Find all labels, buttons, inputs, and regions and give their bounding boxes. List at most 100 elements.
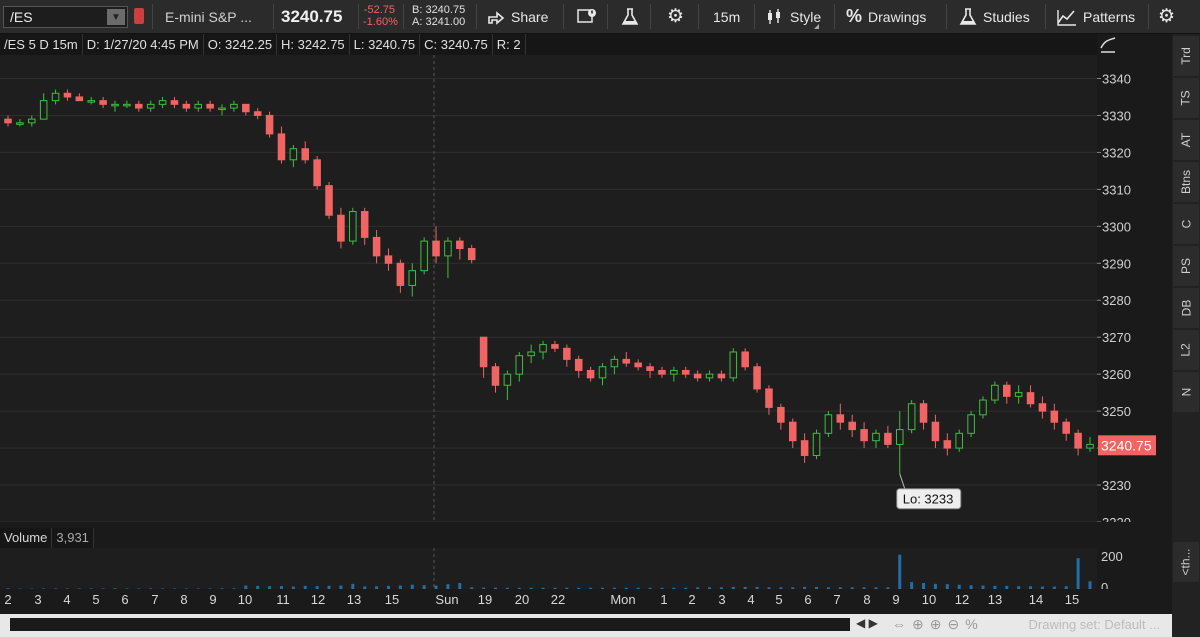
flag-icon[interactable] — [134, 8, 144, 24]
patterns-button[interactable]: Patterns — [1057, 0, 1135, 33]
candle — [1002, 381, 1011, 404]
alert-button[interactable] — [577, 0, 597, 33]
settings-button[interactable]: ⚙ — [667, 0, 684, 33]
chevron-down-icon[interactable]: ▼ — [107, 9, 125, 25]
candle — [848, 414, 856, 437]
price-chart[interactable]: Lo: 3233 — [0, 55, 1097, 523]
ask-price: A: 3241.00 — [412, 16, 466, 28]
drawing-set-label[interactable]: Drawing set: Default ... — [1028, 617, 1161, 632]
side-tab-ts[interactable]: TS — [1173, 78, 1199, 118]
candle — [646, 363, 654, 378]
zoom-out-icon[interactable]: ⊖ — [947, 616, 966, 632]
candle — [123, 100, 131, 109]
scrollbar-thumb[interactable] — [10, 618, 850, 631]
volume-bar — [731, 586, 735, 589]
candle — [206, 100, 214, 112]
candle — [456, 237, 464, 260]
volume-chart[interactable] — [0, 548, 1097, 589]
x-tick-label: Sun — [435, 592, 459, 607]
side-tab-label: C — [1178, 219, 1193, 229]
volume-bar — [767, 587, 771, 589]
y-tick-label: 3340 — [1102, 71, 1131, 86]
candle — [824, 411, 833, 437]
symbol-input[interactable]: /ES — [10, 9, 33, 25]
side-tab-more[interactable]: <th... — [1173, 542, 1199, 582]
volume-bar — [743, 586, 747, 589]
x-tick-label: 2 — [688, 592, 696, 607]
side-tab-db[interactable]: DB — [1173, 288, 1199, 328]
symbol-selector[interactable]: /ES ▼ — [3, 6, 128, 28]
drawings-button[interactable]: % Drawings — [846, 0, 926, 33]
volume-bar — [826, 587, 830, 589]
candle — [753, 363, 761, 393]
volume-bar — [482, 587, 486, 589]
candle — [51, 89, 60, 105]
divider — [358, 4, 359, 29]
volume-bar — [410, 584, 414, 589]
side-tab-btns[interactable]: Btns — [1173, 162, 1199, 202]
volume-bar — [279, 586, 283, 589]
percent-icon[interactable]: % — [965, 616, 984, 632]
volume-bar — [981, 585, 985, 589]
side-tab-ps[interactable]: PS — [1173, 246, 1199, 286]
scroll-arrows[interactable]: ◀ ▶ — [856, 616, 878, 630]
x-tick-label: 11 — [276, 592, 290, 607]
side-tab-label: Btns — [1178, 169, 1193, 195]
pan-icon[interactable]: ⇔ — [892, 616, 912, 632]
main-toolbar: /ES ▼ E-mini S&P ... 3240.75 -52.75 -1.6… — [0, 0, 1200, 34]
candle — [218, 104, 226, 116]
candle — [515, 351, 524, 382]
settings-gear-button[interactable]: ⚙ — [1158, 0, 1175, 33]
volume-label[interactable]: Volume — [0, 528, 53, 548]
studies-label: Studies — [983, 8, 1030, 25]
side-tab-trd[interactable]: Trd — [1173, 36, 1199, 76]
price-axis[interactable]: 3220323032403250326032703280329033003310… — [1097, 34, 1170, 530]
axis-scale-icon[interactable] — [1100, 37, 1116, 53]
candle — [408, 263, 417, 297]
share-button[interactable]: Share — [487, 0, 548, 33]
volume-bar — [398, 585, 402, 589]
candle — [182, 100, 191, 112]
side-tab-l2[interactable]: L2 — [1173, 330, 1199, 370]
chart-scrollbar[interactable]: ◀ ▶ ⇔⊕⊕⊖% Drawing set: Default ... — [0, 614, 1172, 637]
volume-bar — [363, 586, 367, 589]
time-axis[interactable]: 2 3 4 5 6 7 8 9 10 11 12 13 15 Sun 19 20 22 Mon 1 2 3 4 5 6 7 8 9 1… — [0, 589, 1097, 611]
zoom-controls[interactable]: ⇔⊕⊕⊖% — [892, 616, 984, 633]
x-tick-label: 9 — [892, 592, 900, 607]
candle — [467, 244, 476, 264]
symbol-period[interactable]: /ES 5 D 15m — [0, 34, 83, 55]
side-panel-tabs: Trd TS AT Btns C PS DB L2 N <th... — [1172, 34, 1200, 637]
side-tab-c[interactable]: C — [1173, 204, 1199, 244]
studies-lab-button[interactable] — [621, 0, 639, 33]
volume-bar — [1088, 581, 1092, 589]
volume-bar — [541, 587, 545, 589]
side-tab-n[interactable]: N — [1173, 372, 1199, 412]
net-change: -52.75 — [363, 4, 395, 16]
volume-bar — [1040, 586, 1044, 589]
style-button[interactable]: Style — [766, 0, 821, 33]
candle — [979, 396, 987, 419]
divider — [152, 4, 153, 29]
volume-bar — [256, 585, 260, 589]
y-tick-label: 3300 — [1102, 219, 1131, 234]
timeframe-label: 15m — [713, 8, 741, 25]
price-badge: 3240.75 — [1098, 435, 1156, 456]
side-tab-at[interactable]: AT — [1173, 120, 1199, 160]
studies-button[interactable]: Studies — [959, 0, 1030, 33]
candle — [337, 207, 345, 249]
x-tick-label: 10 — [237, 592, 253, 607]
volume-bar — [672, 587, 676, 589]
volume-bar — [268, 586, 272, 589]
price-axis-svg: 3220323032403250326032703280329033003310… — [1097, 37, 1156, 530]
crosshair-icon[interactable]: ⊕ — [912, 616, 930, 632]
volume-bar — [1076, 558, 1080, 589]
zoom-in-icon[interactable]: ⊕ — [929, 616, 948, 632]
x-tick-label: Mon — [610, 592, 636, 607]
side-tab-label: Trd — [1179, 47, 1193, 65]
candle — [634, 359, 642, 371]
volume-bar — [612, 587, 616, 589]
volume-bar — [113, 588, 117, 589]
candle — [99, 96, 107, 109]
volume-bar — [719, 587, 723, 589]
timeframe-button[interactable]: 15m — [713, 0, 740, 33]
